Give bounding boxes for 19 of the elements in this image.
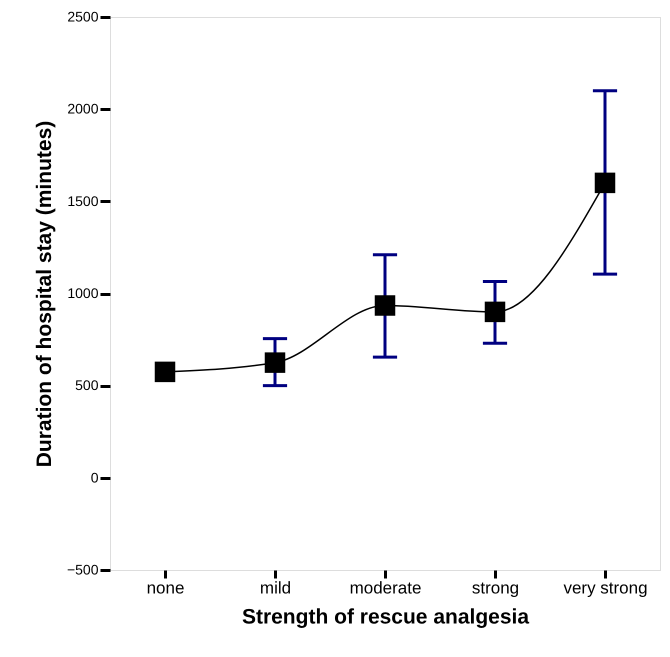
y-tick-label: 1500	[67, 192, 99, 209]
point	[594, 172, 616, 194]
x-tick-label: none	[146, 578, 184, 598]
y-tick-label: 0	[90, 469, 99, 486]
y-tick-label: 1000	[67, 285, 99, 301]
point	[264, 352, 286, 373]
y-tick-label: −500	[66, 562, 99, 578]
y-axis-title: Duration of hospital stay (minutes)	[32, 120, 56, 468]
y-tick-label: 2500	[67, 8, 99, 24]
point	[484, 302, 506, 322]
x-tick-label: moderate	[350, 578, 422, 598]
x-axis-title: Strength of rescue analgesia	[242, 606, 530, 628]
x-tick-label: mild	[260, 578, 292, 598]
point	[154, 362, 176, 382]
x-tick-label: strong	[472, 578, 520, 598]
x-tick-label: very strong	[563, 578, 648, 598]
y-tick-label: 500	[75, 377, 99, 394]
point	[374, 295, 396, 316]
y-tick-label: 2000	[67, 100, 99, 117]
